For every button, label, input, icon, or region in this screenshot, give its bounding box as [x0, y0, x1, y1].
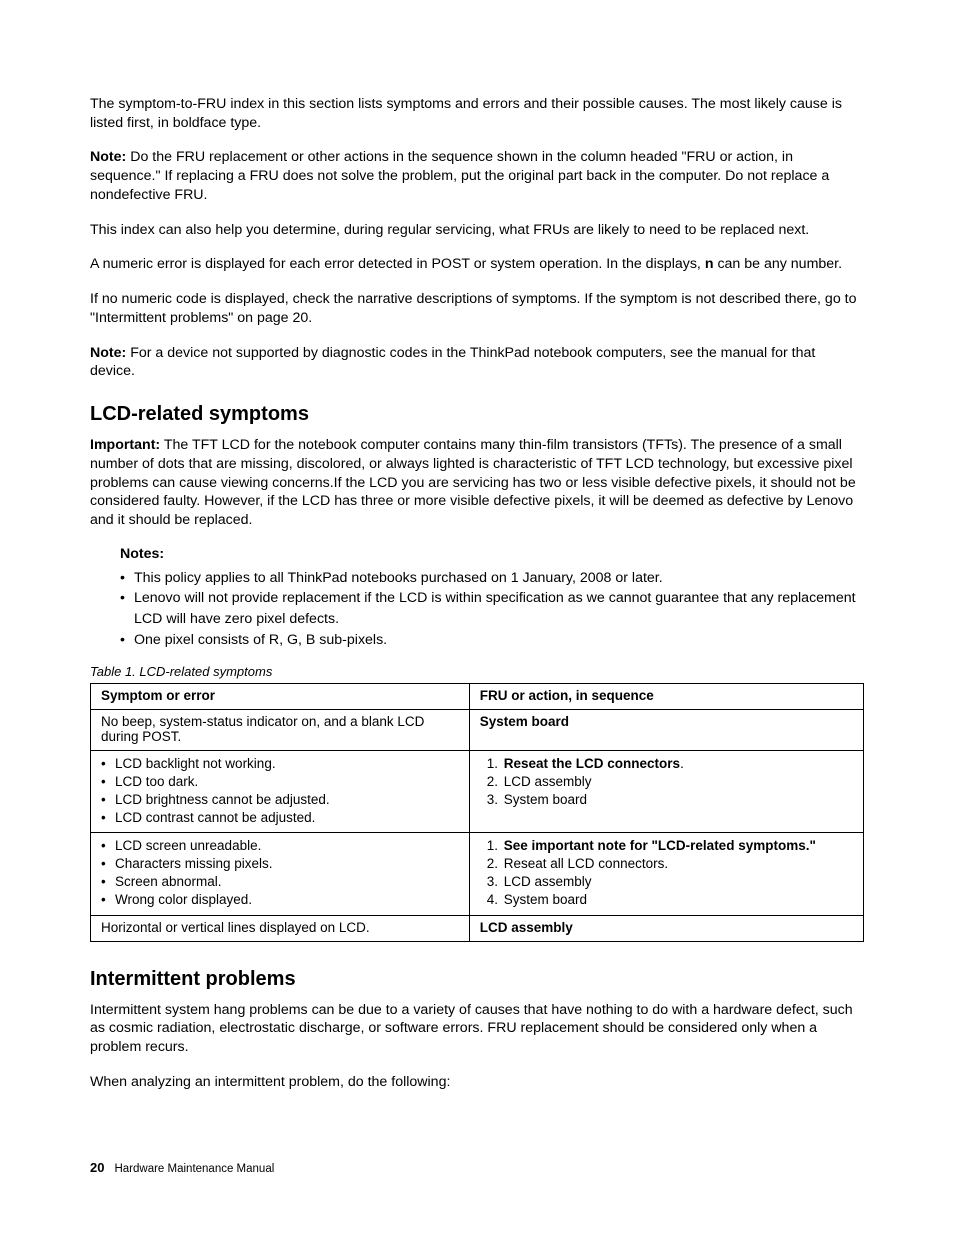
action-cell: See important note for "LCD-related symp… — [469, 833, 863, 915]
symptom-cell: No beep, system-status indicator on, and… — [91, 710, 470, 751]
list-item: System board — [502, 891, 855, 909]
intro-note-1: Note: Do the FRU replacement or other ac… — [90, 148, 864, 204]
intro-paragraph-4: If no numeric code is displayed, check t… — [90, 290, 864, 327]
intro-paragraph-1: The symptom-to-FRU index in this section… — [90, 95, 864, 132]
list-item: LCD screen unreadable. — [101, 837, 461, 855]
intro-paragraph-3: A numeric error is displayed for each er… — [90, 255, 864, 274]
list-item: Reseat all LCD connectors. — [502, 855, 855, 873]
list-item: Reseat the LCD connectors. — [502, 755, 855, 773]
table-row: LCD backlight not working. LCD too dark.… — [91, 751, 864, 833]
list-item: LCD assembly — [502, 873, 855, 891]
action-cell: System board — [469, 710, 863, 751]
symptom-cell: LCD screen unreadable. Characters missin… — [91, 833, 470, 915]
list-item: Screen abnormal. — [101, 873, 461, 891]
intermittent-paragraph-2: When analyzing an intermittent problem, … — [90, 1073, 864, 1092]
list-item: This policy applies to all ThinkPad note… — [120, 568, 864, 589]
intermittent-paragraph-1: Intermittent system hang problems can be… — [90, 1001, 864, 1057]
list-item: Lenovo will not provide replacement if t… — [120, 588, 864, 629]
col-header-symptom: Symptom or error — [91, 684, 470, 710]
symptom-cell: Horizontal or vertical lines displayed o… — [91, 915, 470, 941]
lcd-symptoms-table: Symptom or error FRU or action, in seque… — [90, 683, 864, 942]
list-item: Wrong color displayed. — [101, 891, 461, 909]
document-page: The symptom-to-FRU index in this section… — [0, 0, 954, 1235]
list-item: LCD assembly — [502, 773, 855, 791]
important-text: The TFT LCD for the notebook computer co… — [90, 437, 856, 528]
symptom-cell: LCD backlight not working. LCD too dark.… — [91, 751, 470, 833]
list-item: LCD too dark. — [101, 773, 461, 791]
table-row: LCD screen unreadable. Characters missin… — [91, 833, 864, 915]
text-fragment: can be any number. — [714, 256, 843, 272]
lcd-important: Important: The TFT LCD for the notebook … — [90, 436, 864, 530]
action-list: Reseat the LCD connectors. LCD assembly … — [480, 755, 855, 808]
bold-n: n — [705, 256, 714, 272]
text-fragment: A numeric error is displayed for each er… — [90, 256, 705, 272]
symptom-bullets: LCD screen unreadable. Characters missin… — [101, 837, 461, 908]
table-row: No beep, system-status indicator on, and… — [91, 710, 864, 751]
page-footer: 20 Hardware Maintenance Manual — [90, 1160, 274, 1175]
intro-note-2: Note: For a device not supported by diag… — [90, 344, 864, 381]
lcd-heading: LCD-related symptoms — [90, 403, 864, 426]
list-item: One pixel consists of R, G, B sub-pixels… — [120, 630, 864, 651]
note-label: Note: — [90, 345, 126, 361]
lcd-notes-list: This policy applies to all ThinkPad note… — [120, 568, 864, 650]
action-cell: Reseat the LCD connectors. LCD assembly … — [469, 751, 863, 833]
action-list: See important note for "LCD-related symp… — [480, 837, 855, 908]
list-item: LCD backlight not working. — [101, 755, 461, 773]
bold-action: See important note for "LCD-related symp… — [504, 838, 816, 853]
notes-label: Notes: — [120, 546, 864, 562]
table-header-row: Symptom or error FRU or action, in seque… — [91, 684, 864, 710]
action-cell: LCD assembly — [469, 915, 863, 941]
footer-title: Hardware Maintenance Manual — [114, 1163, 274, 1175]
list-item: System board — [502, 791, 855, 809]
note-text: For a device not supported by diagnostic… — [90, 345, 815, 380]
symptom-bullets: LCD backlight not working. LCD too dark.… — [101, 755, 461, 826]
note-text: Do the FRU replacement or other actions … — [90, 149, 829, 202]
col-header-action: FRU or action, in sequence — [469, 684, 863, 710]
list-item: See important note for "LCD-related symp… — [502, 837, 855, 855]
intermittent-heading: Intermittent problems — [90, 968, 864, 991]
table-row: Horizontal or vertical lines displayed o… — [91, 915, 864, 941]
intro-paragraph-2: This index can also help you determine, … — [90, 221, 864, 240]
important-label: Important: — [90, 437, 160, 453]
table-caption: Table 1. LCD-related symptoms — [90, 664, 864, 679]
note-label: Note: — [90, 149, 126, 165]
text-fragment: . — [680, 756, 684, 771]
list-item: Characters missing pixels. — [101, 855, 461, 873]
list-item: LCD contrast cannot be adjusted. — [101, 809, 461, 827]
bold-action: Reseat the LCD connectors — [504, 756, 680, 771]
lcd-notes-block: Notes: This policy applies to all ThinkP… — [120, 546, 864, 650]
page-number: 20 — [90, 1160, 104, 1175]
list-item: LCD brightness cannot be adjusted. — [101, 791, 461, 809]
